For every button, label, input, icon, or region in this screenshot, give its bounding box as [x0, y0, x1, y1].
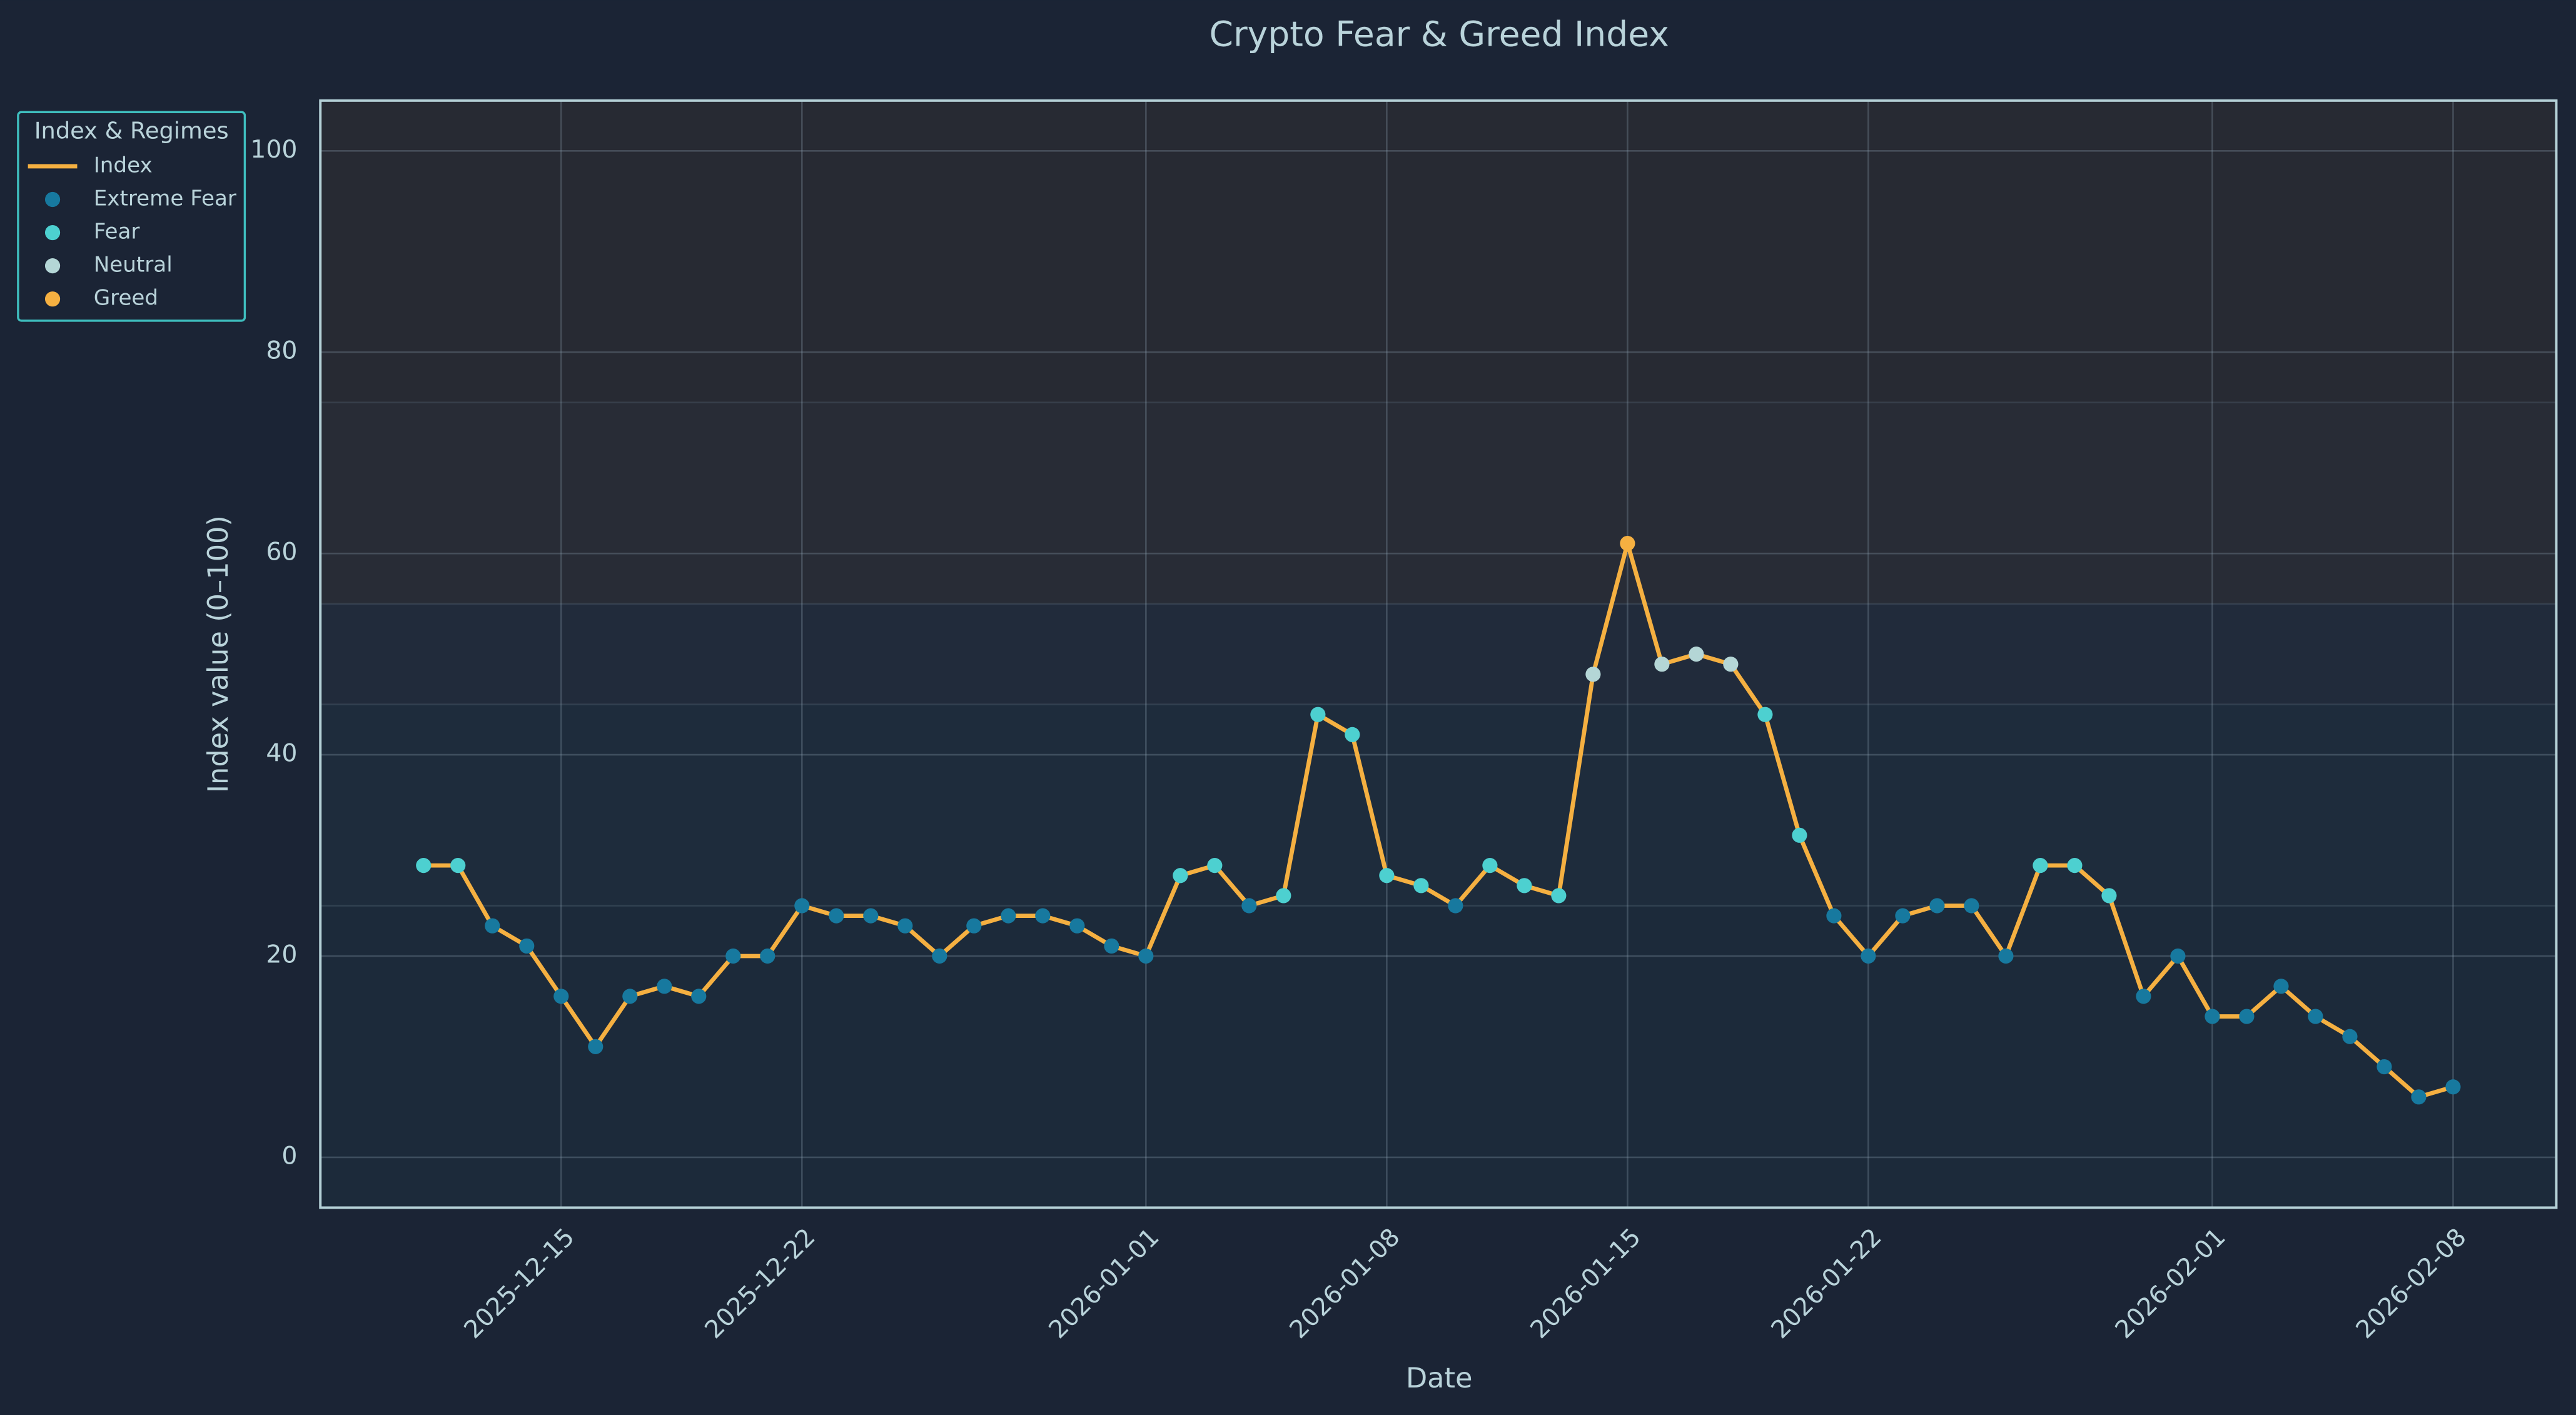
regime-point — [1964, 898, 1979, 914]
regime-point — [2101, 888, 2117, 904]
y-tick-label: 20 — [266, 940, 297, 969]
regime-point — [485, 918, 500, 934]
regime-point — [588, 1039, 604, 1054]
regime-point — [1861, 948, 1876, 964]
regime-point — [2067, 858, 2083, 874]
regime-point — [416, 858, 432, 874]
x-axis-label: Date — [1406, 1362, 1473, 1394]
regime-point — [1001, 908, 1016, 924]
legend-label: Greed — [94, 286, 158, 311]
regime-point — [2342, 1029, 2358, 1044]
regime-point — [2205, 1009, 2220, 1024]
legend-label: Extreme Fear — [94, 186, 237, 211]
regime-point — [725, 948, 741, 964]
regime-point — [1929, 898, 1945, 914]
regime-point — [1792, 827, 1807, 843]
regime-point — [657, 979, 672, 994]
regime-point — [1138, 948, 1154, 964]
y-axis-label: Index value (0–100) — [202, 515, 235, 793]
regime-point — [1207, 858, 1223, 874]
regime-point — [1895, 908, 1911, 924]
regime-point — [1104, 938, 1119, 954]
regime-point — [1723, 657, 1739, 672]
regime-point — [1998, 948, 2014, 964]
legend-title: Index & Regimes — [34, 117, 229, 144]
regime-point — [1654, 657, 1670, 672]
regime-point — [1413, 878, 1429, 894]
regime-point — [691, 989, 707, 1004]
regime-point — [1173, 868, 1188, 884]
regime-point — [829, 908, 844, 924]
regime-point — [1379, 868, 1395, 884]
regime-point — [1551, 888, 1567, 904]
regime-point — [1826, 908, 1842, 924]
regime-point — [794, 898, 810, 914]
regime-point — [1482, 858, 1498, 874]
legend: Index & Regimes Index Extreme Fear Fear Neut… — [17, 111, 246, 322]
y-tick-label: 60 — [266, 538, 297, 567]
regime-band — [320, 704, 2557, 906]
y-tick-label: 80 — [266, 336, 297, 365]
regime-point — [897, 918, 913, 934]
regime-point — [1345, 727, 1360, 742]
chart-title: Crypto Fear & Greed Index — [1209, 15, 1669, 55]
regime-band — [320, 905, 2557, 1208]
regime-point — [760, 948, 775, 964]
regime-point — [863, 908, 879, 924]
regime-band — [320, 603, 2557, 705]
regime-band — [320, 100, 2557, 403]
regime-point — [2411, 1089, 2427, 1105]
plot-frame — [319, 99, 2558, 1209]
regime-point — [1241, 898, 1257, 914]
regime-point — [450, 858, 466, 874]
regime-point — [1585, 667, 1601, 682]
regime-point — [1689, 647, 1704, 662]
regime-point — [1757, 707, 1773, 722]
regime-point — [1276, 888, 1291, 904]
regime-band — [320, 402, 2557, 604]
regime-point — [2273, 979, 2289, 994]
legend-marker — [44, 291, 61, 307]
legend-marker — [44, 191, 61, 208]
regime-point — [2239, 1009, 2255, 1024]
legend-label: Fear — [94, 219, 141, 244]
regime-point — [1517, 878, 1532, 894]
legend-label: Index — [94, 153, 153, 178]
regime-point — [2376, 1059, 2392, 1075]
regime-point — [1448, 898, 1463, 914]
regime-point — [966, 918, 982, 934]
y-tick-label: 100 — [250, 135, 297, 164]
regime-point — [2170, 948, 2186, 964]
regime-point — [519, 938, 535, 954]
regime-point — [932, 948, 947, 964]
regime-point — [1035, 908, 1051, 924]
regime-point — [1310, 707, 1326, 722]
regime-point — [2136, 989, 2151, 1004]
y-tick-label: 0 — [281, 1141, 297, 1170]
regime-point — [2308, 1009, 2323, 1024]
legend-marker — [44, 224, 61, 241]
regime-point — [2033, 858, 2048, 874]
legend-label: Neutral — [94, 253, 173, 278]
regime-point — [622, 989, 638, 1004]
y-tick-label: 40 — [266, 739, 297, 768]
legend-marker — [44, 258, 61, 274]
regime-point — [1620, 535, 1635, 551]
regime-point — [2445, 1079, 2461, 1095]
regime-point — [553, 989, 569, 1004]
regime-point — [1069, 918, 1085, 934]
